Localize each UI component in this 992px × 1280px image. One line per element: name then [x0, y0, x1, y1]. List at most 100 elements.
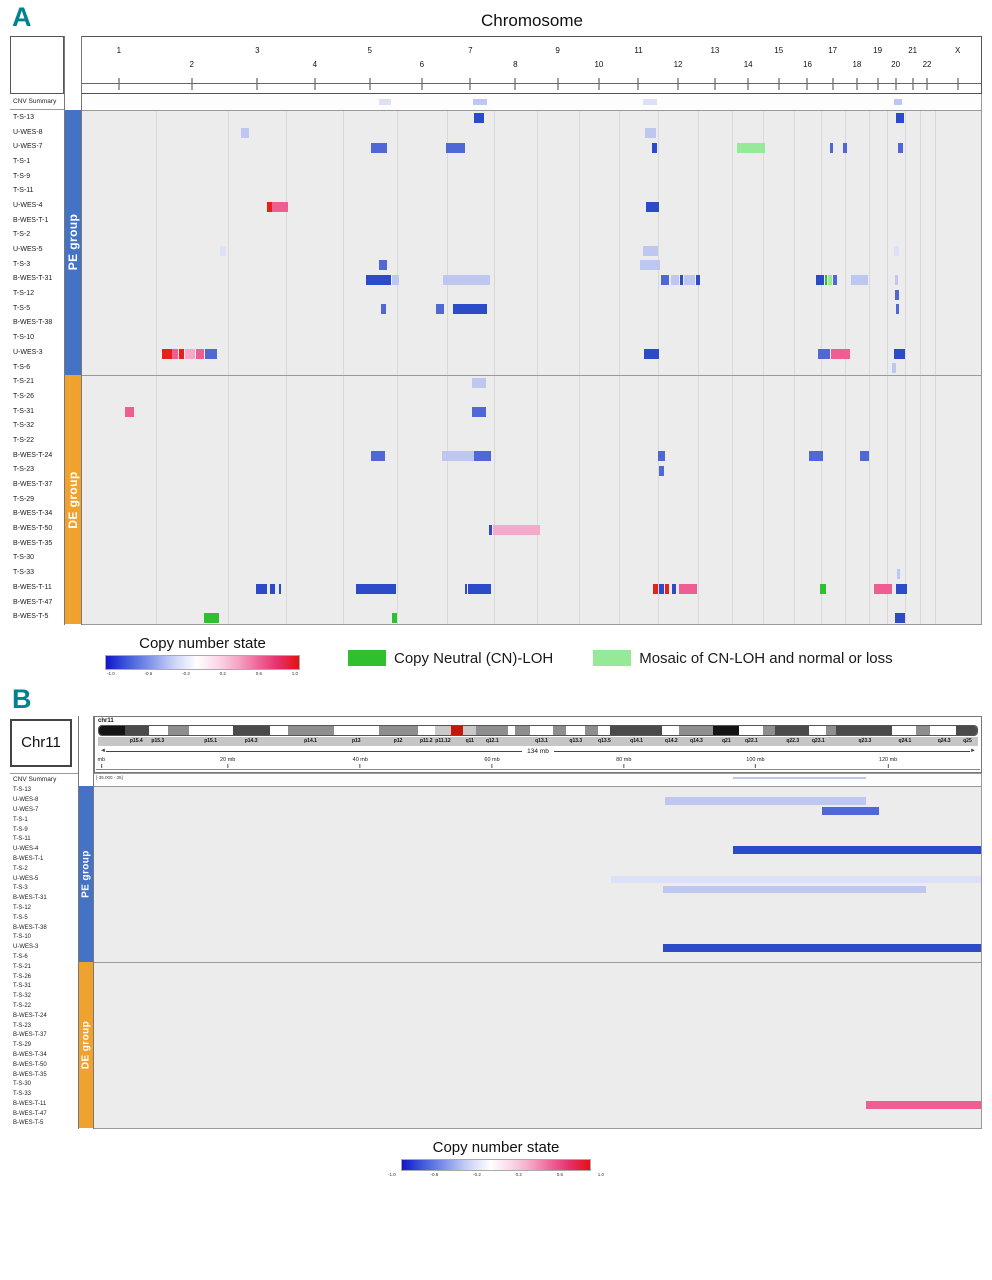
cnv-segment-b-wes-t-11[interactable] — [678, 583, 697, 594]
sample-label-t-s-9[interactable]: T-S-9 — [13, 826, 28, 833]
cnv-segment-t-s-5[interactable] — [896, 304, 899, 315]
band[interactable] — [450, 725, 464, 735]
cnv-segment-t-s-13[interactable] — [895, 113, 904, 124]
chrom-label-10[interactable]: 10 — [594, 60, 604, 69]
sample-label-t-s-6[interactable]: T-S-6 — [13, 363, 31, 371]
cnv-segment-u-wes-8[interactable] — [241, 128, 250, 139]
band-p14.1[interactable] — [287, 725, 335, 735]
sample-label-b-wes-t-47[interactable]: B-WES-T-47 — [13, 1110, 47, 1117]
chrom-label-18[interactable]: 18 — [852, 60, 862, 69]
band-q23.1[interactable] — [809, 725, 826, 735]
cnv-segment-b-wes-t-31[interactable] — [443, 275, 491, 286]
band-p14.3[interactable] — [233, 725, 271, 735]
sample-label-t-s-10[interactable]: T-S-10 — [13, 934, 32, 941]
band[interactable] — [270, 725, 288, 735]
cnv-segment-b-wes-t-31[interactable] — [684, 275, 696, 286]
chrom-label-4[interactable]: 4 — [312, 60, 318, 69]
cnv-segment-t-s-5[interactable] — [453, 304, 488, 315]
cnv-segment-b-wes-t-31[interactable] — [850, 275, 868, 286]
chrom-label-16[interactable]: 16 — [803, 60, 812, 69]
band-p11.2[interactable] — [417, 725, 436, 735]
chrom-label-9[interactable]: 9 — [555, 46, 560, 55]
band-q13.1[interactable] — [529, 725, 553, 735]
cnv-segment-u-wes-7[interactable] — [843, 142, 847, 153]
sample-label-b-wes-t-24[interactable]: B-WES-T-24 — [13, 1012, 47, 1019]
band-q13.3[interactable] — [565, 725, 586, 735]
cnv-segment-u-wes-3[interactable] — [179, 348, 185, 359]
cnv-segment-u-wes-7[interactable] — [822, 807, 879, 815]
sample-label-u-wes-3[interactable]: U-WES-3 — [13, 944, 39, 951]
cnv-segment-t-s-31[interactable] — [472, 407, 486, 418]
sample-label-b-wes-t-34[interactable]: B-WES-T-34 — [13, 1051, 47, 1058]
sample-label-t-s-21[interactable]: T-S-21 — [13, 963, 32, 970]
sample-label-u-wes-8[interactable]: U-WES-8 — [13, 797, 39, 804]
band[interactable] — [825, 725, 837, 735]
cnv-segment-b-wes-t-50[interactable] — [492, 524, 540, 535]
cnv-segment-t-s-3[interactable] — [640, 260, 661, 271]
band-p15.1[interactable] — [189, 725, 234, 735]
cnv-segment-b-wes-t-31[interactable] — [670, 275, 679, 286]
chrom-label-15[interactable]: 15 — [774, 46, 784, 55]
band-q14.3[interactable] — [679, 725, 713, 735]
cnv-segment-u-wes-3[interactable] — [185, 348, 196, 359]
sample-label-t-s-32[interactable]: T-S-32 — [13, 422, 35, 430]
cnv-segment-u-wes-3[interactable] — [171, 348, 179, 359]
chrom-label-1[interactable]: 1 — [116, 46, 122, 55]
cnv-segment-u-wes-4[interactable] — [732, 846, 981, 854]
chrom-label-X[interactable]: X — [954, 46, 961, 55]
cnv-segment-b-wes-t-31[interactable] — [824, 275, 828, 286]
cnv-segment-b-wes-t-5[interactable] — [894, 613, 905, 624]
cnv-summary-track-b[interactable]: [-35.000 - 35] — [94, 772, 982, 786]
sample-label-t-s-31[interactable]: T-S-31 — [13, 407, 35, 415]
sample-label-t-s-5[interactable]: T-S-5 — [13, 914, 28, 921]
sample-label-t-s-12[interactable]: T-S-12 — [13, 290, 35, 298]
chrom-label-22[interactable]: 22 — [922, 60, 932, 69]
cnv-segment-t-s-3[interactable] — [663, 885, 926, 894]
band[interactable] — [762, 725, 775, 735]
cnv-segment-u-wes-5[interactable] — [893, 245, 900, 256]
sample-label-u-wes-7[interactable]: U-WES-7 — [13, 806, 39, 813]
cnv-segment-b-wes-t-31[interactable] — [392, 275, 400, 286]
sample-label-u-wes-4[interactable]: U-WES-4 — [13, 201, 43, 209]
cnv-segment-b-wes-t-24[interactable] — [809, 451, 823, 462]
band[interactable] — [168, 725, 190, 735]
cnv-segment-b-wes-t-11[interactable] — [356, 583, 396, 594]
sample-label-t-s-9[interactable]: T-S-9 — [13, 172, 31, 180]
sample-label-u-wes-4[interactable]: U-WES-4 — [13, 846, 39, 853]
sample-label-b-wes-t-24[interactable]: B-WES-T-24 — [13, 451, 53, 459]
cnv-segment-t-s-13[interactable] — [473, 113, 484, 124]
sample-label-t-s-32[interactable]: T-S-32 — [13, 993, 32, 1000]
band-p15.3[interactable] — [149, 725, 169, 735]
cnv-segment-b-wes-t-11[interactable] — [269, 583, 276, 594]
sample-label-t-s-30[interactable]: T-S-30 — [13, 1081, 32, 1088]
band-q11[interactable] — [463, 725, 477, 735]
cnv-segment-u-wes-4[interactable] — [645, 201, 660, 212]
sample-label-t-s-26[interactable]: T-S-26 — [13, 392, 35, 400]
sample-label-t-s-29[interactable]: T-S-29 — [13, 495, 35, 503]
sample-label-b-wes-t-35[interactable]: B-WES-T-35 — [13, 539, 53, 547]
chrom-label-5[interactable]: 5 — [367, 46, 372, 55]
sample-label-b-wes-t-37[interactable]: B-WES-T-37 — [13, 1032, 47, 1039]
sample-label-t-s-22[interactable]: T-S-22 — [13, 1002, 32, 1009]
cnv-segment-u-wes-7[interactable] — [651, 142, 658, 153]
cnv-segment-t-s-21[interactable] — [472, 377, 486, 388]
sample-label-u-wes-7[interactable]: U-WES-7 — [13, 143, 43, 151]
cnv-segment-b-wes-t-11[interactable] — [652, 583, 659, 594]
sample-label-b-wes-t-1[interactable]: B-WES-T-1 — [13, 855, 44, 862]
sample-label-b-wes-t-31[interactable]: B-WES-T-31 — [13, 275, 53, 283]
cnv-segment-b-wes-t-11[interactable] — [464, 583, 467, 594]
cnv-segment-u-wes-5[interactable] — [611, 875, 981, 884]
sample-label-t-s-22[interactable]: T-S-22 — [13, 436, 35, 444]
band-q12.1[interactable] — [476, 725, 509, 735]
cnv-segment-t-s-12[interactable] — [894, 289, 900, 300]
sample-label-b-wes-t-47[interactable]: B-WES-T-47 — [13, 598, 53, 606]
chrom-label-8[interactable]: 8 — [513, 60, 518, 69]
sample-label-u-wes-5[interactable]: U-WES-5 — [13, 246, 43, 254]
cnv-segment-t-s-31[interactable] — [125, 407, 135, 418]
sample-label-t-s-11[interactable]: T-S-11 — [13, 836, 31, 843]
cnv-segment-u-wes-3[interactable] — [818, 348, 830, 359]
sample-label-b-wes-t-11[interactable]: B-WES-T-11 — [13, 1100, 47, 1107]
cnv-segment-t-s-23[interactable] — [659, 466, 664, 477]
cnv-segment-u-wes-4[interactable] — [267, 201, 272, 212]
sample-label-t-s-5[interactable]: T-S-5 — [13, 304, 31, 312]
